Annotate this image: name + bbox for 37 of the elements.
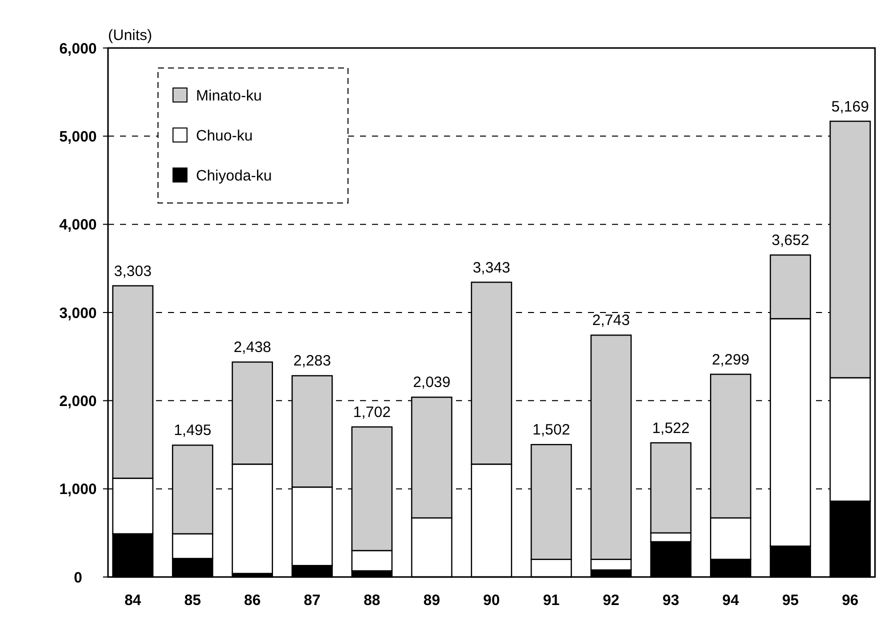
x-tick-label: 87 [304,592,320,609]
total-label: 3,652 [772,232,810,250]
total-label: 2,039 [412,374,450,392]
total-label: 1,495 [174,422,212,440]
x-tick-label: 88 [364,592,380,609]
x-tick-label: 86 [244,592,261,609]
total-label: 1,522 [652,420,690,437]
x-tick-label: 93 [662,592,680,609]
legend-label: Chiyoda-ku [196,167,272,184]
x-tick-label: 89 [423,592,440,609]
legend-label: Minato-ku [196,87,262,104]
total-label: 2,299 [712,351,750,368]
x-tick-label: 94 [722,592,740,609]
total-label: 2,438 [234,339,272,356]
x-tick-label: 95 [782,592,799,609]
x-tick-label: 90 [483,592,500,609]
y-tick-label: 2,000 [59,392,97,410]
x-tick-label: 92 [602,592,620,609]
total-label: 1,702 [353,404,391,421]
x-tick-label: 91 [542,592,560,609]
y-tick-label: 6,000 [59,40,97,58]
total-label: 1,502 [532,422,570,439]
total-label: 3,343 [472,259,510,276]
y-axis-title: (Units) [108,27,152,44]
y-tick-label: 0 [74,569,82,586]
legend-label: Chuo-ku [196,127,253,144]
x-tick-label: 85 [184,592,201,609]
y-tick-label: 1,000 [59,481,97,498]
total-label: 2,743 [592,312,630,330]
total-label: 2,283 [293,352,331,370]
x-tick-label: 84 [124,592,142,609]
total-label: 5,169 [831,98,869,116]
y-tick-label: 5,000 [59,128,97,146]
y-tick-label: 4,000 [59,216,97,234]
total-label: 3,303 [114,262,152,280]
x-tick-label: 96 [842,592,859,609]
y-tick-label: 3,000 [59,304,97,322]
